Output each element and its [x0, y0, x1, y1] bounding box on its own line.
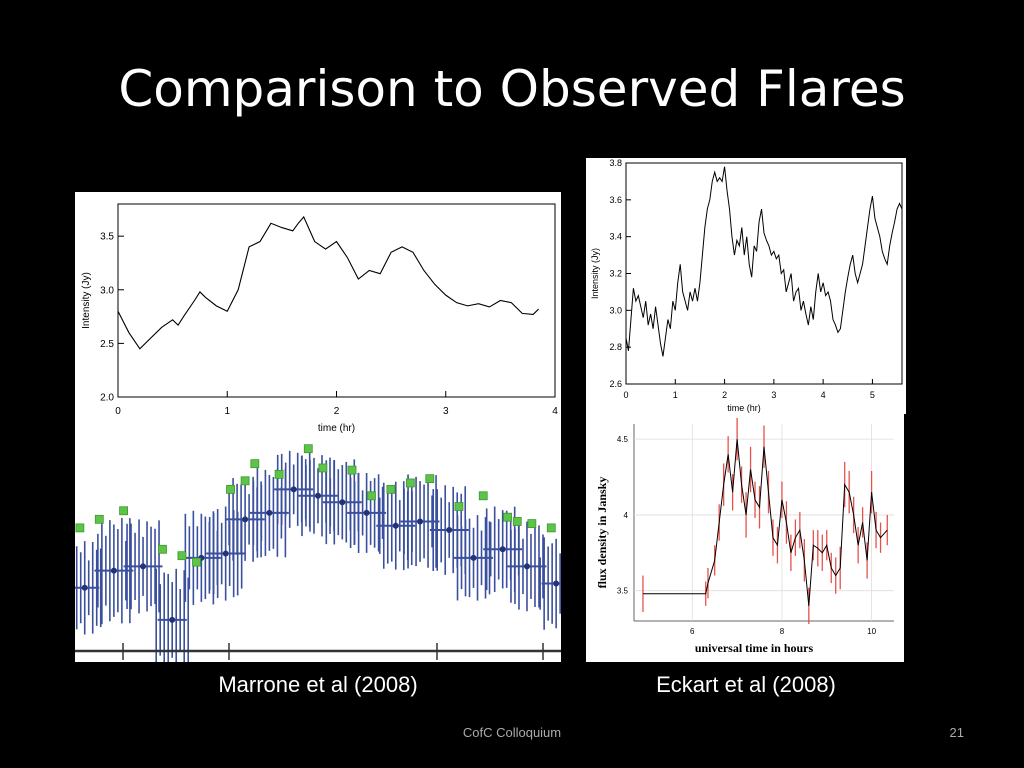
y-tick-label: 3.0: [100, 285, 114, 296]
green-marker: [512, 517, 522, 526]
x-tick-label: 3: [443, 406, 449, 417]
marrone-lightcurve-chart: 0 1 2 3 4 2.0 2.5 3.0 3.5 time (hr) Intensity (Jy): [81, 203, 558, 434]
green-marker: [425, 474, 435, 484]
data-point: [363, 509, 370, 516]
data-point: [417, 518, 424, 525]
y-tick-label: 3.5: [100, 232, 114, 243]
data-point: [266, 509, 273, 516]
x-tick-label: 4: [821, 390, 826, 400]
data-point: [392, 522, 399, 529]
y-axis-label: Intensity (Jy): [590, 248, 600, 299]
y-tick-label: 3.6: [609, 195, 622, 205]
data-point: [140, 563, 147, 570]
green-marker: [274, 469, 284, 479]
data-point: [553, 580, 560, 587]
green-marker: [119, 506, 128, 516]
eckart-flux-chart: 3.5 4 4.5 6 8 10 universal time in hours flux d…: [595, 417, 894, 655]
y-tick-label: 2.5: [100, 339, 114, 350]
y-tick-label: 3.8: [609, 158, 622, 168]
x-axis-label: universal time in hours: [695, 641, 814, 655]
lightcurve-line: [625, 166, 903, 357]
y-tick-label: 3.4: [609, 232, 622, 242]
marrone-errorbar-panel: [75, 434, 561, 662]
green-marker: [318, 463, 328, 473]
data-point: [110, 567, 117, 574]
page-number: 21: [949, 725, 964, 740]
green-marker: [226, 484, 235, 494]
data-point: [222, 550, 229, 557]
green-marker: [405, 478, 415, 488]
eckart-flux-panel: 3.5 4 4.5 6 8 10 universal time in hours flux d…: [586, 414, 904, 662]
x-tick-label: 1: [673, 390, 678, 400]
flux-line: [642, 439, 888, 606]
green-marker: [503, 512, 512, 522]
caption-eckart: Eckart et al (2008): [656, 672, 836, 697]
green-marker: [303, 444, 313, 454]
x-tick-label: 10: [867, 627, 876, 636]
green-marker: [158, 544, 167, 554]
x-tick-label: 0: [623, 390, 628, 400]
y-tick-label: 2.0: [100, 393, 114, 404]
x-tick-label: 4: [552, 406, 558, 417]
green-marker: [94, 514, 104, 524]
green-marker: [527, 519, 537, 528]
green-marker: [546, 523, 556, 533]
green-marker: [347, 465, 357, 475]
data-point: [499, 546, 506, 553]
eckart-lightcurve-panel: 0 1 2 3 4 5 2.6 2.8 3.0 3.2 3.4 3.6 3.8 time (hr) Inte…: [586, 158, 906, 414]
x-axis-label: time (hr): [318, 423, 355, 434]
x-tick-label: 2: [334, 406, 340, 417]
x-tick-label: 1: [224, 406, 230, 417]
slide-title: Comparison to Observed Flares: [118, 60, 906, 118]
data-point: [315, 492, 321, 499]
y-axis-label: Intensity (Jy): [81, 272, 92, 329]
y-tick-label: 4: [624, 511, 629, 520]
x-tick-label: 5: [870, 390, 875, 400]
data-point: [242, 516, 249, 523]
x-tick-label: 8: [780, 627, 785, 636]
eckart-lightcurve-chart: 0 1 2 3 4 5 2.6 2.8 3.0 3.2 3.4 3.6 3.8 time (hr) Inte…: [590, 158, 903, 413]
data-point: [169, 616, 176, 623]
x-tick-label: 0: [115, 406, 121, 417]
y-tick-label: 4.5: [617, 435, 629, 444]
green-marker: [250, 459, 260, 469]
x-tick-label: 6: [690, 627, 695, 636]
green-marker: [75, 523, 85, 533]
lightcurve-line: [117, 215, 539, 350]
x-axis-label: time (hr): [727, 403, 761, 413]
plot-frame: [117, 203, 556, 398]
caption-marrone: Marrone et al (2008): [218, 672, 418, 697]
x-tick-label: 3: [771, 390, 776, 400]
green-marker: [177, 551, 187, 561]
footer-text: CofC Colloquium: [462, 725, 562, 740]
data-point: [446, 527, 453, 534]
green-marker: [386, 484, 396, 494]
data-point: [81, 584, 88, 591]
data-point: [339, 499, 346, 506]
y-tick-label: 3.5: [617, 587, 629, 596]
x-tick-label: 2: [722, 390, 727, 400]
data-point: [290, 486, 297, 493]
green-marker: [240, 476, 250, 486]
y-tick-label: 3.2: [609, 269, 622, 279]
data-point: [470, 554, 477, 561]
data-point: [523, 563, 530, 570]
marrone-lightcurve-panel: 0 1 2 3 4 2.0 2.5 3.0 3.5 time (hr) Intensity (Jy): [75, 192, 561, 434]
y-tick-label: 2.8: [609, 342, 622, 352]
y-axis-label: flux density in Jansky: [595, 477, 609, 589]
green-marker: [367, 491, 376, 501]
green-marker: [454, 502, 464, 511]
marrone-errorbar-chart: [75, 444, 561, 662]
green-marker: [478, 491, 488, 501]
y-tick-label: 2.6: [609, 379, 622, 389]
y-tick-label: 3.0: [609, 305, 622, 315]
green-marker: [192, 557, 201, 567]
